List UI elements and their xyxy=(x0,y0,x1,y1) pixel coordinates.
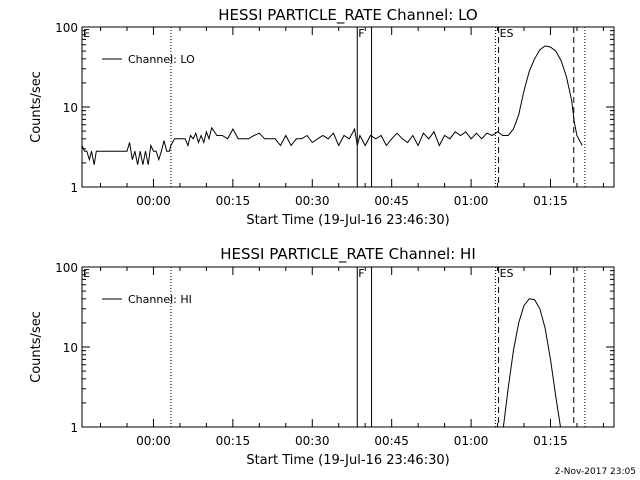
x-tick-label: 01:15 xyxy=(533,434,568,448)
chart-panel-2: HESSI PARTICLE_RATE Channel: HI Start Tim… xyxy=(29,245,615,468)
x-tick-label: 01:00 xyxy=(454,194,489,208)
y-tick-label: 100 xyxy=(55,261,78,275)
series-line xyxy=(81,45,583,165)
series-line xyxy=(502,298,561,428)
event-marker-label: ES xyxy=(500,267,514,280)
x-axis-label: Start Time (19-Jul-16 23:46:30) xyxy=(246,453,449,468)
x-tick-label: 00:45 xyxy=(374,194,409,208)
y-tick-label: 10 xyxy=(63,341,78,355)
plot-frame xyxy=(81,26,615,188)
x-tick-label: 00:00 xyxy=(136,434,171,448)
x-tick-label: 00:00 xyxy=(136,194,171,208)
event-marker-label: E xyxy=(83,267,90,280)
chart-title: HESSI PARTICLE_RATE Channel: LO xyxy=(218,6,477,25)
y-tick-label: 10 xyxy=(63,101,78,115)
x-tick-label: 00:30 xyxy=(295,434,330,448)
x-tick-label: 00:30 xyxy=(295,194,330,208)
legend-label: Channel: HI xyxy=(128,293,192,306)
legend-label: Channel: LO xyxy=(128,53,195,66)
y-tick-label: 100 xyxy=(55,21,78,35)
event-marker-label: E xyxy=(83,27,90,40)
x-tick-label: 01:00 xyxy=(454,434,489,448)
event-marker-label: F xyxy=(358,267,364,280)
x-tick-label: 00:45 xyxy=(374,434,409,448)
x-tick-label: 01:15 xyxy=(533,194,568,208)
event-marker-label: F xyxy=(358,27,364,40)
chart-title: HESSI PARTICLE_RATE Channel: HI xyxy=(220,245,476,264)
x-axis-label: Start Time (19-Jul-16 23:46:30) xyxy=(246,213,449,228)
chart-panel-1: HESSI PARTICLE_RATE Channel: LO Start Tim… xyxy=(29,6,615,228)
timestamp-label: 2-Nov-2017 23:05 xyxy=(555,467,636,477)
plot-frame xyxy=(81,266,615,428)
y-tick-label: 1 xyxy=(70,421,78,435)
x-tick-label: 00:15 xyxy=(216,194,251,208)
y-axis-label: Counts/sec xyxy=(29,71,44,143)
y-tick-label: 1 xyxy=(70,181,78,195)
event-marker-label: ES xyxy=(500,27,514,40)
x-tick-label: 00:15 xyxy=(216,434,251,448)
y-axis-label: Counts/sec xyxy=(29,311,44,383)
